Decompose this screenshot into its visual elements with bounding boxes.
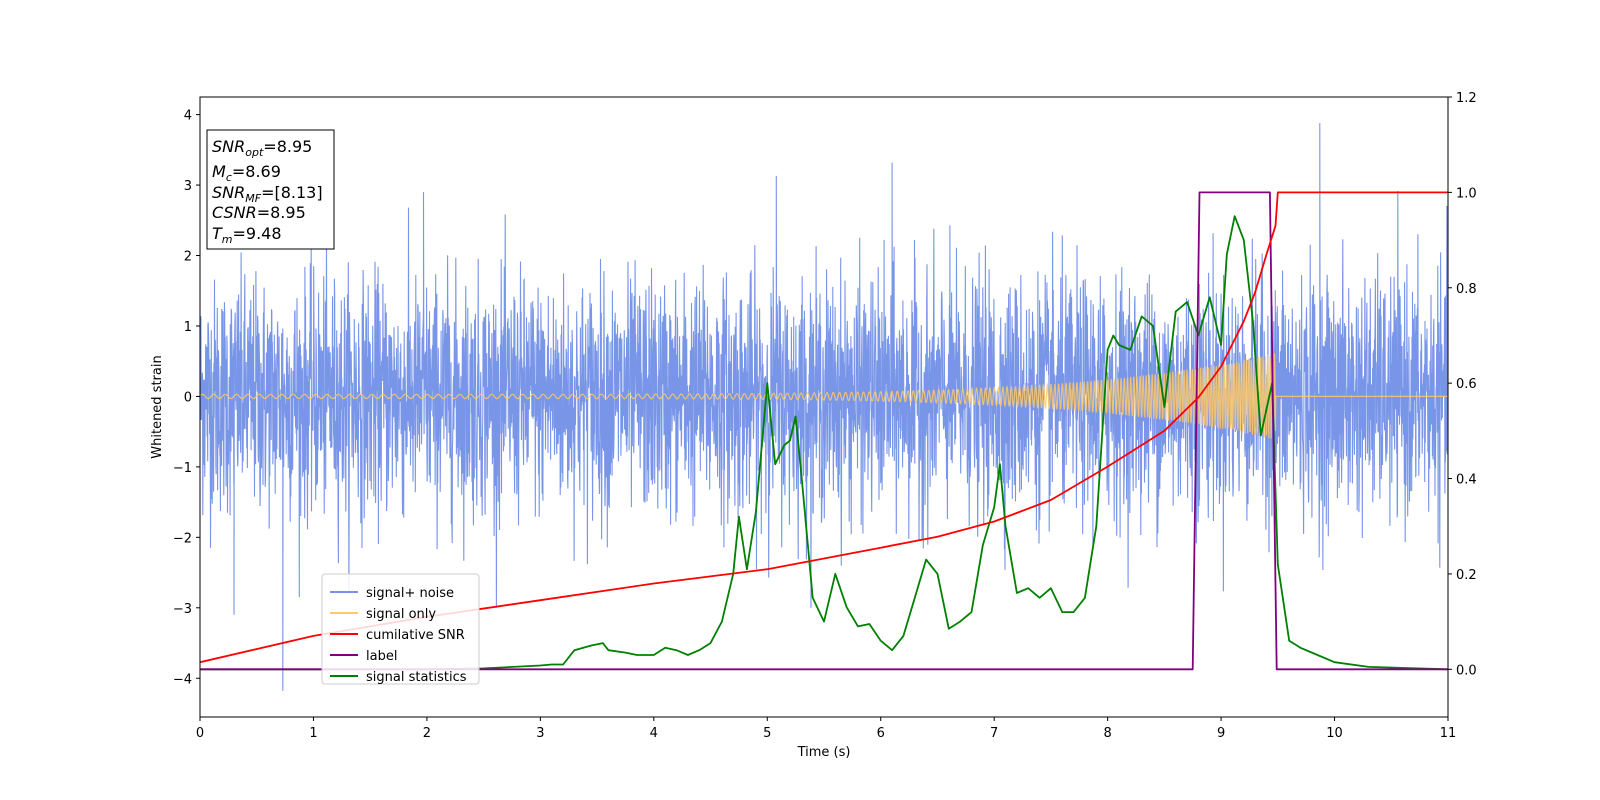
x-tick-label: 7 [990, 726, 998, 741]
y-tick-label: 4 [184, 109, 192, 124]
legend-frame [321, 573, 480, 685]
y-tick-label: 1 [184, 320, 192, 335]
legend-entry: signal+ noise [366, 586, 454, 601]
annotation-line: SNRopt=8.95 [212, 137, 312, 159]
y2-tick-label: 0.4 [1456, 473, 1477, 488]
x-tick-label: 0 [196, 726, 204, 741]
y-axis-left: 4 3 2 1 0 −1 −2 −3 −4 [173, 109, 200, 687]
annotation-frame [206, 129, 335, 250]
y2-tick-label: 0.6 [1456, 377, 1477, 392]
annotation-line: SNRMF=[8.13] [212, 183, 323, 205]
annotation-line: CSNR=8.95 [212, 203, 306, 222]
y2-tick-label: 0.0 [1456, 663, 1477, 678]
series-cumulative-snr [200, 191, 1448, 664]
legend-entry: signal statistics [366, 670, 467, 685]
series-signal-statistics [200, 215, 1448, 671]
annotation-line: Mc=8.69 [212, 162, 281, 184]
x-tick-label: 5 [763, 726, 771, 741]
y-tick-label: 0 [184, 390, 192, 405]
y-axis-right: 1.2 1.0 0.8 0.6 0.4 0.2 0.0 [1448, 91, 1477, 678]
x-tick-label: 9 [1217, 726, 1225, 741]
y-tick-label: −4 [173, 672, 192, 687]
y-tick-label: 3 [184, 179, 192, 194]
series-label [200, 191, 1448, 671]
series-signal-noise [200, 123, 1448, 691]
series-signal-only [200, 353, 1448, 439]
x-tick-label: 1 [309, 726, 317, 741]
x-axis-label: Time (s) [797, 745, 851, 760]
y-tick-label: −1 [173, 461, 192, 476]
y2-tick-label: 1.0 [1456, 186, 1477, 201]
x-tick-label: 3 [536, 726, 544, 741]
y-tick-label: −2 [173, 531, 192, 546]
y-tick-label: 2 [184, 250, 192, 265]
y-tick-label: −3 [173, 602, 192, 617]
y2-tick-label: 1.2 [1456, 91, 1477, 106]
legend-entry: cumilative SNR [366, 628, 465, 643]
y-axis-label: Whitened strain [150, 355, 165, 458]
x-tick-label: 4 [650, 726, 658, 741]
plot-frame [199, 96, 1449, 718]
series-layer [200, 123, 1448, 691]
legend: signal+ noise signal only cumilative SNR la… [321, 573, 480, 685]
x-tick-label: 8 [1103, 726, 1111, 741]
x-axis: 0 1 2 3 4 5 6 7 8 9 10 11 [196, 717, 1456, 741]
x-tick-label: 11 [1440, 726, 1457, 741]
legend-entry: label [366, 649, 397, 664]
legend-entry: signal only [366, 607, 436, 622]
x-tick-label: 2 [423, 726, 431, 741]
y2-tick-label: 0.2 [1456, 568, 1477, 583]
x-tick-label: 6 [877, 726, 885, 741]
x-tick-label: 10 [1326, 726, 1343, 741]
annotation-line: Tm=9.48 [212, 224, 282, 246]
y2-tick-label: 0.8 [1456, 282, 1477, 297]
